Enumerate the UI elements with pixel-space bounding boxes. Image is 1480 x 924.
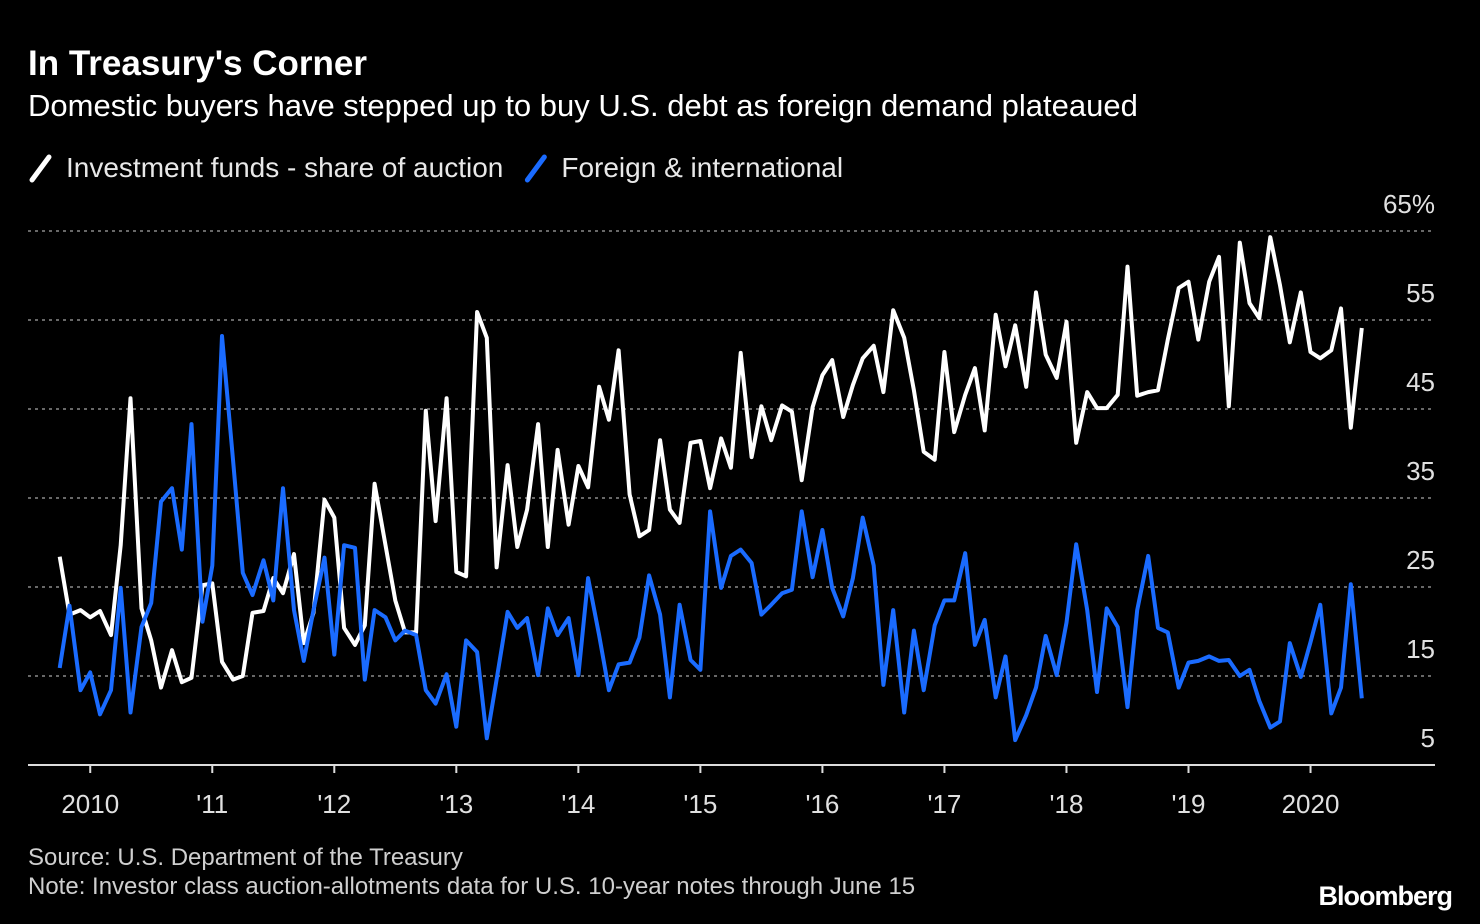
- x-tick-label: 2010: [61, 789, 119, 819]
- legend-label: Foreign & international: [561, 152, 843, 183]
- chart-title: In Treasury's Corner: [28, 44, 367, 83]
- legend-swatch: [29, 154, 52, 183]
- logo: Bloomberg: [1318, 881, 1452, 911]
- x-tick-label: '17: [927, 789, 961, 819]
- legend: Investment funds - share of auction Forei…: [29, 152, 843, 183]
- series-line: [57, 334, 1364, 743]
- x-tick-label: '11: [196, 789, 228, 819]
- source: Source: U.S. Department of the Treasury: [28, 844, 463, 871]
- y-tick-label: 15: [1406, 634, 1435, 664]
- y-tick-label: 25: [1406, 545, 1435, 575]
- legend-label: Investment funds - share of auction: [66, 152, 503, 183]
- y-tick-label: 35: [1406, 456, 1435, 486]
- x-tick-label: '16: [805, 789, 839, 819]
- y-tick-label: 5: [1421, 723, 1435, 753]
- x-tick-label: '15: [683, 789, 717, 819]
- x-tick-label: '13: [439, 789, 473, 819]
- x-tick-label: '14: [561, 789, 595, 819]
- y-tick-label: 55: [1406, 278, 1435, 308]
- chart-subtitle: Domestic buyers have stepped up to buy U…: [28, 88, 1138, 123]
- x-tick-label: '19: [1172, 789, 1206, 819]
- x-tick-label: '18: [1050, 789, 1084, 819]
- x-tick-label: 2020: [1282, 789, 1340, 819]
- y-tick-label: 45: [1406, 367, 1435, 397]
- legend-swatch: [524, 154, 547, 183]
- x-tick-label: '12: [317, 789, 351, 819]
- note: Note: Investor class auction-allotments …: [28, 873, 915, 900]
- y-tick-label: 65%: [1383, 189, 1435, 219]
